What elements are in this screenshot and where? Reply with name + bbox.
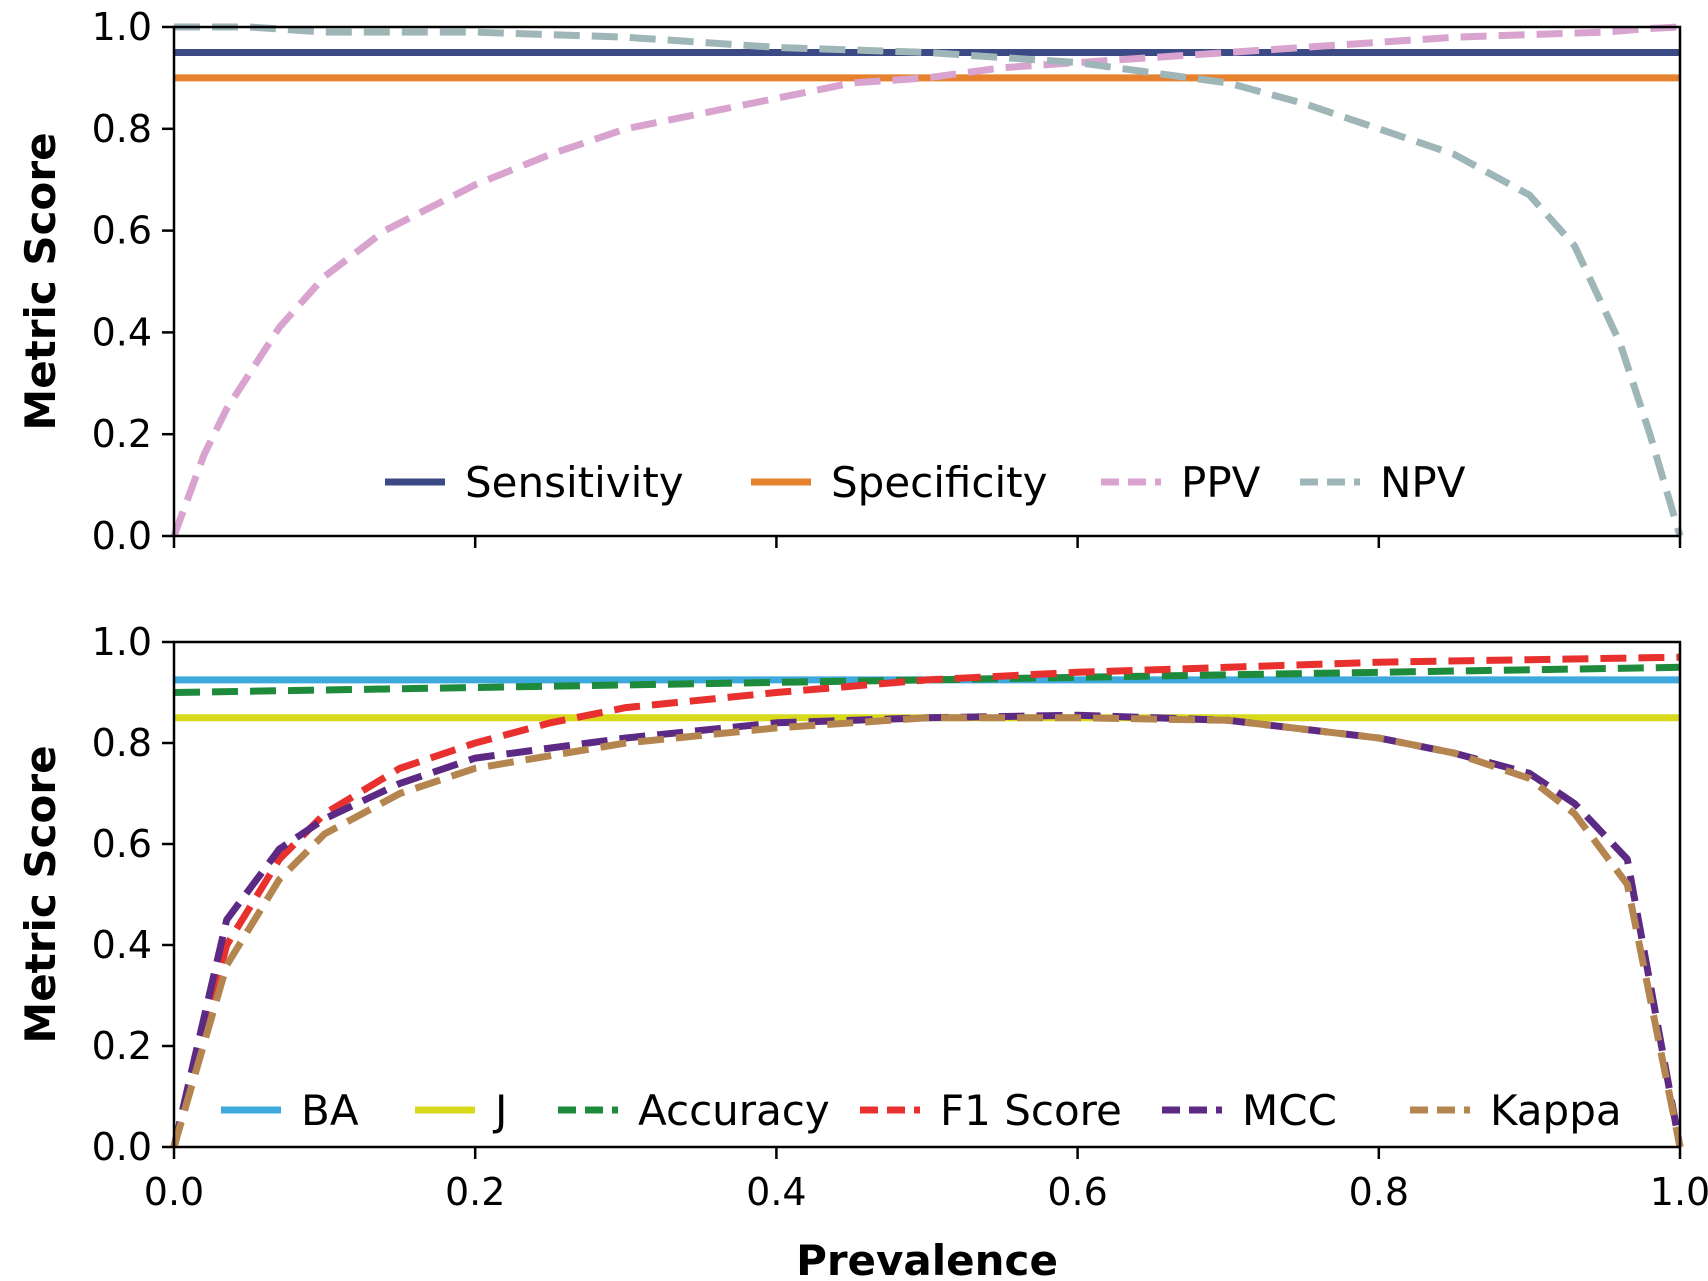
series-line-npv <box>174 23 1684 537</box>
legend-label: Sensitivity <box>465 458 684 507</box>
series-line-kappa <box>170 714 1684 1148</box>
x-tick-label: 0.0 <box>144 1170 204 1214</box>
y-tick-label: 0.4 <box>92 923 152 967</box>
series-line-f1-score <box>170 653 1681 1148</box>
legend-label: PPV <box>1181 458 1261 507</box>
x-tick-label: 0.8 <box>1349 1170 1409 1214</box>
y-axis-label: Metric Score <box>16 132 65 430</box>
top-panel: 0.0 0.2 0.4 0.6 0.8 1.0 Metric Score Sensitivit… <box>16 5 1684 558</box>
series-line-ppv <box>170 23 1681 538</box>
legend-label: Specificity <box>831 458 1047 507</box>
y-tick-label: 0.2 <box>92 412 152 456</box>
y-tick-label: 0.0 <box>92 1125 152 1169</box>
plot-frame <box>172 25 1682 538</box>
legend-label: F1 Score <box>940 1086 1122 1135</box>
legend-label: Accuracy <box>638 1086 830 1135</box>
legend-label: BA <box>301 1086 359 1135</box>
y-tick-label: 1.0 <box>92 620 152 664</box>
y-tick-label: 0.0 <box>92 514 152 558</box>
y-tick-label: 1.0 <box>92 5 152 49</box>
x-tick-label: 0.2 <box>445 1170 505 1214</box>
bottom-panel: 0.0 0.2 0.4 0.6 0.8 1.0 0.0 0.2 0.4 0.6 0.8 1.0 Metr… <box>16 620 1708 1281</box>
legend-label: Kappa <box>1490 1086 1622 1135</box>
series-line-mcc <box>170 711 1684 1148</box>
series-line-accuracy <box>173 663 1681 696</box>
y-tick-label: 0.8 <box>92 107 152 151</box>
x-tick-label: 1.0 <box>1650 1170 1708 1214</box>
y-tick-label: 0.2 <box>92 1024 152 1068</box>
y-axis-label: Metric Score <box>16 745 65 1043</box>
legend-label: MCC <box>1242 1086 1337 1135</box>
x-axis-label: Prevalence <box>796 1236 1058 1281</box>
legend-label: J <box>492 1086 507 1135</box>
x-tick-label: 0.4 <box>746 1170 806 1214</box>
y-tick-label: 0.6 <box>92 822 152 866</box>
y-tick-label: 0.8 <box>92 721 152 765</box>
plot-frame <box>172 640 1682 1149</box>
y-tick-label: 0.4 <box>92 310 152 354</box>
y-tick-label: 0.6 <box>92 209 152 253</box>
legend-label: NPV <box>1380 458 1466 507</box>
x-tick-label: 0.6 <box>1047 1170 1107 1214</box>
